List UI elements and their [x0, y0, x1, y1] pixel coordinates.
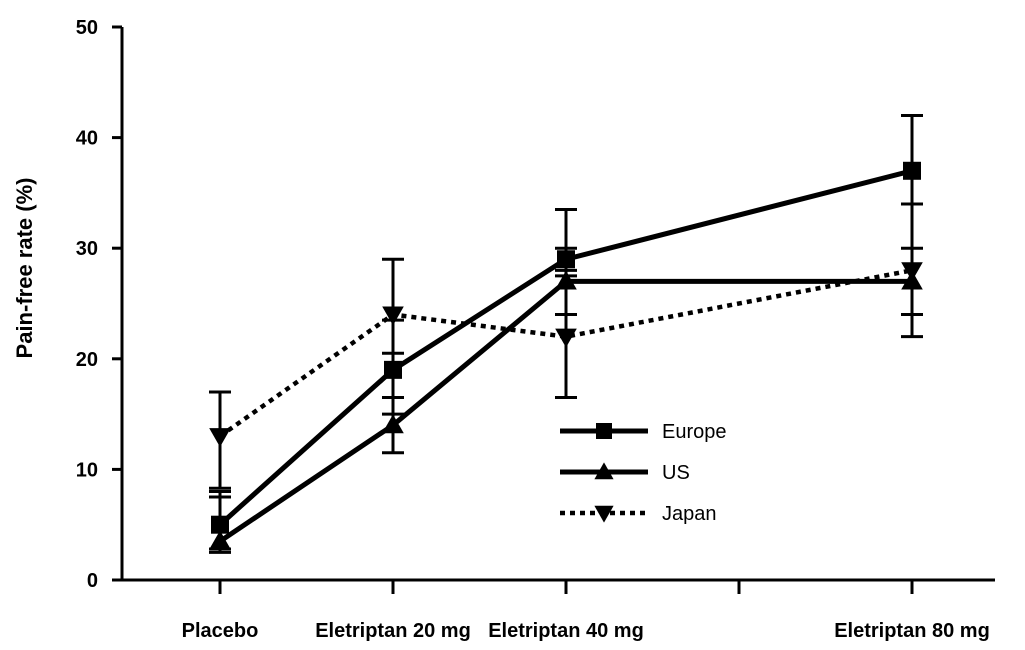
y-axis-title: Pain-free rate (%) [12, 178, 37, 359]
data-point [903, 161, 921, 180]
axes: 0 10 20 30 40 50 Placebo Eletriptan 20 mg Eletri… [76, 17, 995, 642]
legend-marker [596, 423, 612, 439]
y-tick-label: 50 [76, 17, 98, 39]
data-point [555, 328, 577, 348]
legend-label: Europe [662, 421, 727, 443]
y-tick-label: 40 [76, 128, 98, 150]
x-tick-label: Eletriptan 80 mg [834, 620, 990, 642]
legend-marker [594, 462, 614, 480]
data-point [382, 414, 404, 434]
legend: Europe US Japan [560, 421, 727, 525]
data-point [209, 428, 231, 448]
legend-marker [594, 505, 614, 523]
y-tick-label: 0 [87, 570, 98, 592]
legend-item-japan: Japan [560, 503, 717, 525]
series-line [218, 268, 913, 439]
data-point [209, 530, 231, 550]
y-tick-label: 30 [76, 238, 98, 260]
data-point [901, 262, 923, 282]
series-group [209, 113, 923, 554]
x-tick-label: Eletriptan 20 mg [315, 620, 471, 642]
y-tick-label: 20 [76, 349, 98, 371]
x-tick-label: Eletriptan 40 mg [488, 620, 644, 642]
data-point [382, 306, 404, 326]
legend-label: Japan [662, 503, 717, 525]
legend-item-us: US [560, 462, 690, 484]
series-japan [209, 202, 923, 490]
y-tick-label: 10 [76, 459, 98, 481]
series-line [218, 168, 913, 527]
legend-item-europe: Europe [560, 421, 727, 443]
x-tick-label: Placebo [182, 620, 259, 642]
legend-label: US [662, 462, 690, 484]
data-point [384, 360, 402, 379]
series-line [218, 278, 912, 544]
